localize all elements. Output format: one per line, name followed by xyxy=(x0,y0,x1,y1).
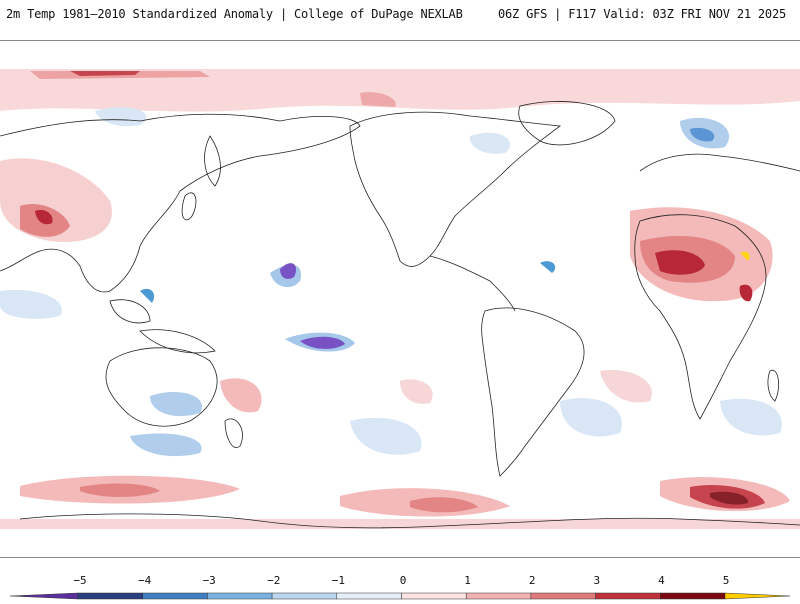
colorbar-tick-label: 0 xyxy=(399,574,407,587)
colorbar-tick-label: −3 xyxy=(202,574,216,587)
colorbar-segment xyxy=(336,592,402,600)
colorbar xyxy=(0,560,800,600)
colorbar-segment xyxy=(595,592,661,600)
colorbar-segment xyxy=(142,592,208,600)
colorbar-tick-label: −1 xyxy=(331,574,346,587)
colorbar-segment xyxy=(465,592,532,600)
map-panel xyxy=(0,40,800,558)
colorbar-segment xyxy=(401,592,467,600)
header: 2m Temp 1981–2010 Standardized Anomaly |… xyxy=(0,0,800,40)
colorbar-tick-label: 1 xyxy=(464,574,471,587)
colorbar-segment xyxy=(530,592,596,600)
coastlines xyxy=(0,101,800,529)
colorbar-segment xyxy=(207,592,273,600)
colorbar-segment xyxy=(77,592,143,600)
colorbar-segment xyxy=(271,592,338,600)
colorbar-tick-label: 5 xyxy=(722,574,730,587)
colorbar-tick-label: −2 xyxy=(267,574,281,587)
colorbar-tick-label: −4 xyxy=(137,574,152,587)
colorbar-low-extend xyxy=(9,592,79,600)
anomaly-map xyxy=(0,69,800,529)
colorbar-tick-label: 4 xyxy=(658,574,665,587)
anomaly-field xyxy=(0,69,800,529)
colorbar-tick-label: −5 xyxy=(73,574,87,587)
map-title: 2m Temp 1981–2010 Standardized Anomaly |… xyxy=(6,7,463,21)
colorbar-tick-label: 2 xyxy=(528,574,536,587)
colorbar-graphic xyxy=(9,592,791,600)
colorbar-tick-label: 3 xyxy=(593,574,601,587)
colorbar-high-extend xyxy=(724,592,791,600)
colorbar-segment xyxy=(660,592,726,600)
run-info: 06Z GFS | F117 Valid: 03Z FRI NOV 21 202… xyxy=(497,7,786,21)
